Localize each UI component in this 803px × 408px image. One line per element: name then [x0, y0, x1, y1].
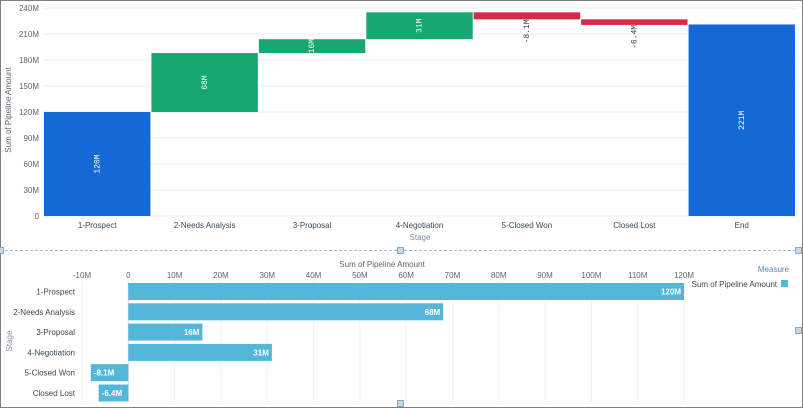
waterfall-data-label: -6.4M: [630, 25, 639, 49]
waterfall-data-label: -8.1M: [523, 19, 532, 43]
waterfall-category-label: 4-Negotiation: [396, 221, 444, 230]
waterfall-y-tick-label: 150M: [19, 82, 39, 91]
waterfall-y-tick-labels: 0 30M 60M 90M 120M 150M 180M 210M 240M: [19, 4, 40, 221]
hbar-x-tick-label: 80M: [491, 271, 507, 280]
hbar-gridlines: [81, 281, 685, 402]
hbar-x-tick-label: 10M: [167, 271, 183, 280]
resize-handle-right[interactable]: [795, 247, 802, 254]
waterfall-bar[interactable]: [258, 39, 366, 54]
hbar-x-tick-label: -10M: [73, 271, 92, 280]
resize-handle-bottom[interactable]: [397, 400, 404, 407]
waterfall-y-tick-label: 60M: [23, 160, 39, 169]
hbar-bar[interactable]: [98, 384, 129, 402]
waterfall-data-label: 16M: [308, 39, 317, 54]
waterfall-x-axis-title: Stage: [410, 233, 431, 242]
hbar-x-tick-label: 40M: [306, 271, 322, 280]
legend-item-label: Sum of Pipeline Amount: [692, 280, 778, 289]
resize-handle-top[interactable]: [397, 247, 404, 254]
hbar-bar[interactable]: [128, 283, 685, 300]
waterfall-category-label: 2-Needs Analysis: [174, 221, 236, 230]
waterfall-y-tick-label: 240M: [19, 4, 39, 13]
waterfall-data-label: 68M: [201, 75, 210, 90]
resize-handle-left[interactable]: [0, 247, 4, 254]
legend-swatch: [781, 280, 788, 287]
hbar-x-tick-label: 110M: [628, 271, 648, 280]
legend-title: Measure: [758, 265, 790, 274]
waterfall-bar[interactable]: [473, 12, 581, 20]
horizontal-bar-chart: Sum of Pipeline Amount -10M 0 10M 20M 30M 40M…: [5, 260, 790, 402]
hbar-data-label: -8.1M: [94, 369, 115, 378]
hbar-x-tick-label: 100M: [581, 271, 601, 280]
hbar-category-label: Closed Lost: [33, 389, 76, 398]
waterfall-y-tick-label: 90M: [23, 134, 39, 143]
hbar-data-label: 68M: [425, 308, 441, 317]
waterfall-y-tick-label: 210M: [19, 30, 39, 39]
waterfall-gridlines: [44, 7, 796, 217]
waterfall-data-label: 31M: [416, 18, 425, 33]
waterfall-y-tick-label: 180M: [19, 56, 39, 65]
hbar-data-label: 16M: [184, 328, 200, 337]
waterfall-category-label: 5-Closed Won: [502, 221, 553, 230]
hbar-category-label: 1-Prospect: [36, 288, 75, 297]
hbar-x-axis-title: Sum of Pipeline Amount: [339, 260, 425, 269]
hbar-bars: [90, 283, 685, 402]
waterfall-y-tick-label: 30M: [23, 186, 39, 195]
hbar-x-tick-labels: -10M 0 10M 20M 30M 40M 50M 60M 70M 80M 90M 100M 110M…: [73, 271, 694, 280]
hbar-x-tick-label: 30M: [259, 271, 275, 280]
waterfall-category-labels: 1-Prospect 2-Needs Analysis 3-Proposal 4-Ne…: [78, 221, 749, 230]
waterfall-y-tick-label: 120M: [19, 108, 39, 117]
hbar-category-label: 2-Needs Analysis: [13, 308, 75, 317]
resize-handle-mid-right[interactable]: [795, 327, 802, 334]
hbar-category-label: 5-Closed Won: [24, 369, 75, 378]
waterfall-bar[interactable]: [151, 53, 258, 112]
waterfall-bar[interactable]: [581, 19, 688, 25]
waterfall-data-label: 221M: [738, 110, 747, 129]
hbar-y-axis-title: Stage: [5, 330, 14, 351]
waterfall-y-tick-label: 0: [35, 212, 40, 221]
hbar-bar[interactable]: [128, 343, 272, 361]
hbar-x-tick-label: 120M: [674, 271, 694, 280]
waterfall-data-label: 120M: [93, 154, 102, 173]
waterfall-category-label: 3-Proposal: [293, 221, 332, 230]
hbar-x-tick-label: 70M: [445, 271, 461, 280]
hbar-x-tick-label: 90M: [537, 271, 553, 280]
waterfall-bars: [44, 12, 795, 216]
waterfall-category-label: End: [735, 221, 749, 230]
hbar-data-label: 120M: [661, 288, 681, 297]
waterfall-bar[interactable]: [366, 12, 473, 40]
hbar-bar[interactable]: [128, 323, 203, 341]
waterfall-chart: 0 30M 60M 90M 120M 150M 180M 210M 240M 120M 68M 16…: [4, 4, 796, 242]
hbar-bar[interactable]: [128, 303, 444, 321]
hbar-category-labels: 1-Prospect 2-Needs Analysis 3-Proposal 4-Ne…: [13, 288, 76, 399]
waterfall-data-labels: 120M 68M 16M 31M -8.1M -6.4M 221M: [93, 18, 747, 173]
hbar-x-tick-label: 60M: [398, 271, 414, 280]
hbar-data-label: 31M: [253, 348, 269, 357]
hbar-data-labels: 120M 68M 16M 31M -8.1M -6.4M: [94, 288, 682, 399]
hbar-bar[interactable]: [90, 364, 129, 382]
hbar-category-label: 4-Negotiation: [27, 348, 75, 357]
hbar-x-tick-label: 0: [126, 271, 131, 280]
waterfall-category-label: Closed Lost: [613, 221, 656, 230]
hbar-data-label: -6.4M: [102, 389, 123, 398]
waterfall-y-axis-title: Sum of Pipeline Amount: [4, 67, 13, 153]
hbar-category-label: 3-Proposal: [36, 328, 75, 337]
waterfall-bar[interactable]: [44, 112, 151, 216]
hbar-x-tick-label: 20M: [213, 271, 229, 280]
waterfall-category-label: 1-Prospect: [78, 221, 117, 230]
waterfall-bar[interactable]: [688, 24, 795, 216]
hbar-x-tick-label: 50M: [352, 271, 368, 280]
